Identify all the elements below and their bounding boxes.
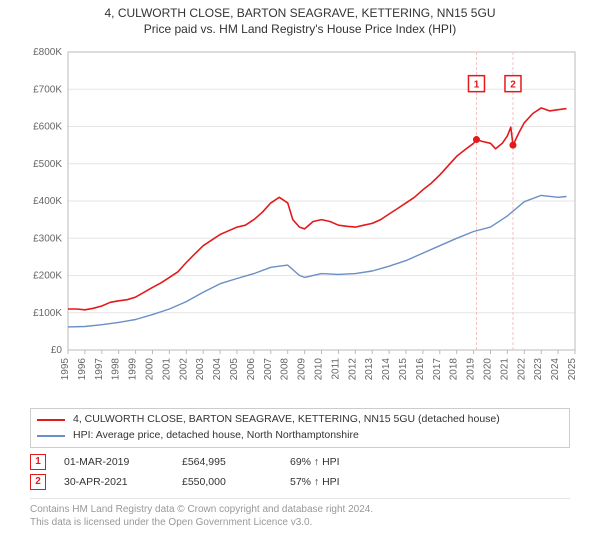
svg-text:2018: 2018 [449, 358, 460, 381]
svg-text:2013: 2013 [364, 358, 375, 381]
svg-text:2021: 2021 [499, 358, 510, 381]
sales-table: 1 01-MAR-2019 £564,995 69% ↑ HPI 2 30-AP… [30, 452, 570, 492]
svg-text:2015: 2015 [398, 358, 409, 381]
legend-swatch-property [37, 419, 65, 421]
svg-text:2023: 2023 [533, 358, 544, 381]
svg-text:2007: 2007 [263, 358, 274, 381]
sale-price: £550,000 [182, 476, 272, 488]
svg-text:1997: 1997 [94, 358, 105, 381]
title-subtitle: Price paid vs. HM Land Registry's House … [10, 22, 590, 36]
sale-pct: 57% ↑ HPI [290, 476, 380, 488]
svg-text:1: 1 [474, 80, 480, 91]
svg-text:1998: 1998 [111, 358, 122, 381]
footer-attribution: Contains HM Land Registry data © Crown c… [30, 498, 570, 530]
svg-text:£400K: £400K [33, 196, 62, 207]
svg-text:2004: 2004 [212, 358, 223, 381]
chart-svg: £0 £100K £200K £300K £400K £500K £600K £700K £80… [20, 42, 580, 402]
svg-text:2020: 2020 [483, 358, 494, 381]
chart-title-block: 4, CULWORTH CLOSE, BARTON SEAGRAVE, KETT… [0, 0, 600, 38]
svg-text:2016: 2016 [415, 358, 426, 381]
legend: 4, CULWORTH CLOSE, BARTON SEAGRAVE, KETT… [30, 408, 570, 448]
svg-text:£800K: £800K [33, 47, 62, 58]
sale-date: 01-MAR-2019 [64, 456, 164, 468]
legend-row-property: 4, CULWORTH CLOSE, BARTON SEAGRAVE, KETT… [37, 412, 563, 428]
svg-text:£600K: £600K [33, 122, 62, 133]
svg-text:2: 2 [510, 80, 516, 91]
legend-row-hpi: HPI: Average price, detached house, Nort… [37, 428, 563, 444]
footer-line1: Contains HM Land Registry data © Crown c… [30, 503, 570, 517]
table-row: 1 01-MAR-2019 £564,995 69% ↑ HPI [30, 452, 570, 472]
svg-text:£0: £0 [51, 345, 63, 356]
svg-text:2002: 2002 [178, 358, 189, 381]
svg-text:2022: 2022 [516, 358, 527, 381]
svg-text:2019: 2019 [466, 358, 477, 381]
svg-text:2024: 2024 [550, 358, 561, 381]
svg-text:2009: 2009 [297, 358, 308, 381]
svg-text:£500K: £500K [33, 159, 62, 170]
svg-text:2017: 2017 [432, 358, 443, 381]
svg-text:2000: 2000 [145, 358, 156, 381]
svg-text:2001: 2001 [161, 358, 172, 381]
title-address: 4, CULWORTH CLOSE, BARTON SEAGRAVE, KETT… [10, 6, 590, 20]
table-row: 2 30-APR-2021 £550,000 57% ↑ HPI [30, 472, 570, 492]
svg-text:2010: 2010 [314, 358, 325, 381]
sale-pct: 69% ↑ HPI [290, 456, 380, 468]
legend-swatch-hpi [37, 435, 65, 437]
svg-text:2008: 2008 [280, 358, 291, 381]
svg-text:1996: 1996 [77, 358, 88, 381]
svg-text:2011: 2011 [330, 358, 341, 380]
svg-text:£300K: £300K [33, 233, 62, 244]
sale-marker-1: 1 [30, 454, 46, 470]
svg-text:2012: 2012 [347, 358, 358, 381]
svg-text:2025: 2025 [567, 358, 578, 381]
svg-text:£100K: £100K [33, 308, 62, 319]
svg-text:2014: 2014 [381, 358, 392, 381]
legend-label-hpi: HPI: Average price, detached house, Nort… [73, 428, 359, 444]
svg-text:1995: 1995 [60, 358, 71, 381]
svg-text:2005: 2005 [229, 358, 240, 381]
legend-label-property: 4, CULWORTH CLOSE, BARTON SEAGRAVE, KETT… [73, 412, 500, 428]
price-chart: £0 £100K £200K £300K £400K £500K £600K £700K £80… [20, 42, 580, 402]
sale-price: £564,995 [182, 456, 272, 468]
footer-line2: This data is licensed under the Open Gov… [30, 516, 570, 530]
svg-text:1999: 1999 [128, 358, 139, 381]
svg-text:2006: 2006 [246, 358, 257, 381]
svg-text:2003: 2003 [195, 358, 206, 381]
svg-text:£200K: £200K [33, 271, 62, 282]
sale-date: 30-APR-2021 [64, 476, 164, 488]
sale-marker-2: 2 [30, 474, 46, 490]
svg-text:£700K: £700K [33, 84, 62, 95]
